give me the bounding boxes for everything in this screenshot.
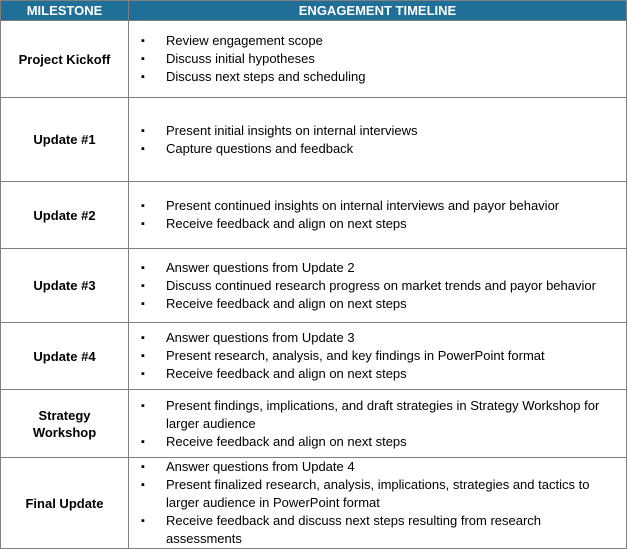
list-item: Present continued insights on internal i… [129, 197, 626, 215]
list-item: Answer questions from Update 3 [129, 329, 626, 347]
list-item: Review engagement scope [129, 32, 626, 50]
list-item: Present finalized research, analysis, im… [129, 476, 626, 512]
milestone-header: MILESTONE [0, 0, 129, 21]
list-item: Receive feedback and discuss next steps … [129, 512, 626, 548]
list-item: Discuss next steps and scheduling [129, 68, 626, 86]
list-item: Present initial insights on internal int… [129, 122, 626, 140]
list-item: Discuss continued research progress on m… [129, 277, 626, 295]
timeline-cell: Answer questions from Update 4 Present f… [128, 457, 627, 549]
milestone-cell: Final Update [0, 457, 129, 549]
timeline-cell: Present initial insights on internal int… [128, 97, 627, 182]
bullet-list: Present continued insights on internal i… [129, 197, 626, 233]
timeline-cell: Present findings, implications, and draf… [128, 389, 627, 458]
list-item: Answer questions from Update 2 [129, 259, 626, 277]
list-item: Capture questions and feedback [129, 140, 626, 158]
bullet-list: Present initial insights on internal int… [129, 122, 626, 158]
list-item: Receive feedback and align on next steps [129, 433, 626, 451]
milestone-cell: Update #4 [0, 322, 129, 390]
milestone-cell: Strategy Workshop [0, 389, 129, 458]
list-item: Present findings, implications, and draf… [129, 397, 626, 433]
table-row: Project Kickoff Review engagement scope … [0, 20, 627, 98]
timeline-cell: Review engagement scope Discuss initial … [128, 20, 627, 98]
table-row: Update #1 Present initial insights on in… [0, 97, 627, 182]
list-item: Receive feedback and align on next steps [129, 215, 626, 233]
timeline-cell: Present continued insights on internal i… [128, 181, 627, 249]
timeline-cell: Answer questions from Update 2 Discuss c… [128, 248, 627, 323]
list-item: Receive feedback and align on next steps [129, 295, 626, 313]
bullet-list: Answer questions from Update 4 Present f… [129, 458, 626, 548]
table-row: Strategy Workshop Present findings, impl… [0, 389, 627, 458]
table-row: Update #3 Answer questions from Update 2… [0, 248, 627, 323]
milestone-cell: Project Kickoff [0, 20, 129, 98]
table-row: Update #2 Present continued insights on … [0, 181, 627, 249]
bullet-list: Answer questions from Update 2 Discuss c… [129, 259, 626, 313]
bullet-list: Review engagement scope Discuss initial … [129, 32, 626, 86]
bullet-list: Answer questions from Update 3 Present r… [129, 329, 626, 383]
milestone-cell: Update #1 [0, 97, 129, 182]
header-row: MILESTONE ENGAGEMENT TIMELINE [0, 0, 627, 21]
table-row: Final Update Answer questions from Updat… [0, 457, 627, 549]
list-item: Present research, analysis, and key find… [129, 347, 626, 365]
list-item: Answer questions from Update 4 [129, 458, 626, 476]
list-item: Discuss initial hypotheses [129, 50, 626, 68]
milestone-cell: Update #3 [0, 248, 129, 323]
timeline-cell: Answer questions from Update 3 Present r… [128, 322, 627, 390]
timeline-header: ENGAGEMENT TIMELINE [128, 0, 627, 21]
bullet-list: Present findings, implications, and draf… [129, 397, 626, 451]
milestone-cell: Update #2 [0, 181, 129, 249]
list-item: Receive feedback and align on next steps [129, 365, 626, 383]
table-row: Update #4 Answer questions from Update 3… [0, 322, 627, 390]
